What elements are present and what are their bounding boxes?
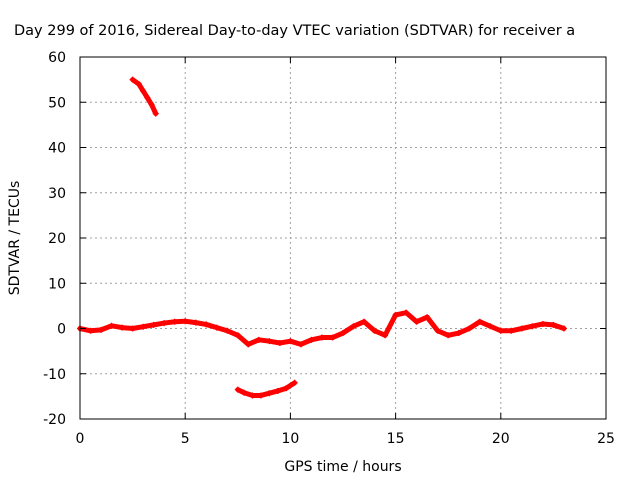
data-trace-segment [382,312,399,338]
y-tick-label: 0 [57,322,66,338]
y-tick-label: 50 [48,95,66,111]
y-tick-label: 30 [48,186,66,202]
y-axis-label: SDTVAR / TECUs [7,181,23,296]
x-tick-label: 15 [387,431,405,447]
x-tick-label: 20 [492,431,510,447]
data-trace-segment [283,380,298,391]
y-tick-label: 10 [48,276,66,292]
x-tick-label: 5 [181,431,190,447]
data-point-marker [560,325,567,332]
data-trace-segment [149,102,159,117]
x-axis-label: GPS time / hours [284,459,401,475]
chart-title: Day 299 of 2016, Sidereal Day-to-day VTE… [14,23,575,39]
y-tick-label: 40 [48,141,66,157]
y-tick-label: 20 [48,231,66,247]
x-tick-label: 25 [597,431,615,447]
data-trace-segment [424,314,441,334]
data-points [77,76,567,399]
y-tick-label: -10 [43,367,66,383]
x-tick-label: 10 [281,431,299,447]
axis-ticks: 0 5 10 15 20 25 -20 -10 0 10 20 30 40 50 60 [43,50,615,447]
data-point-marker [152,110,159,117]
data-point-marker [291,379,298,386]
y-tick-label: 60 [48,50,66,66]
y-tick-label: -20 [43,412,66,428]
grid [80,57,606,419]
x-tick-label: 0 [76,431,85,447]
